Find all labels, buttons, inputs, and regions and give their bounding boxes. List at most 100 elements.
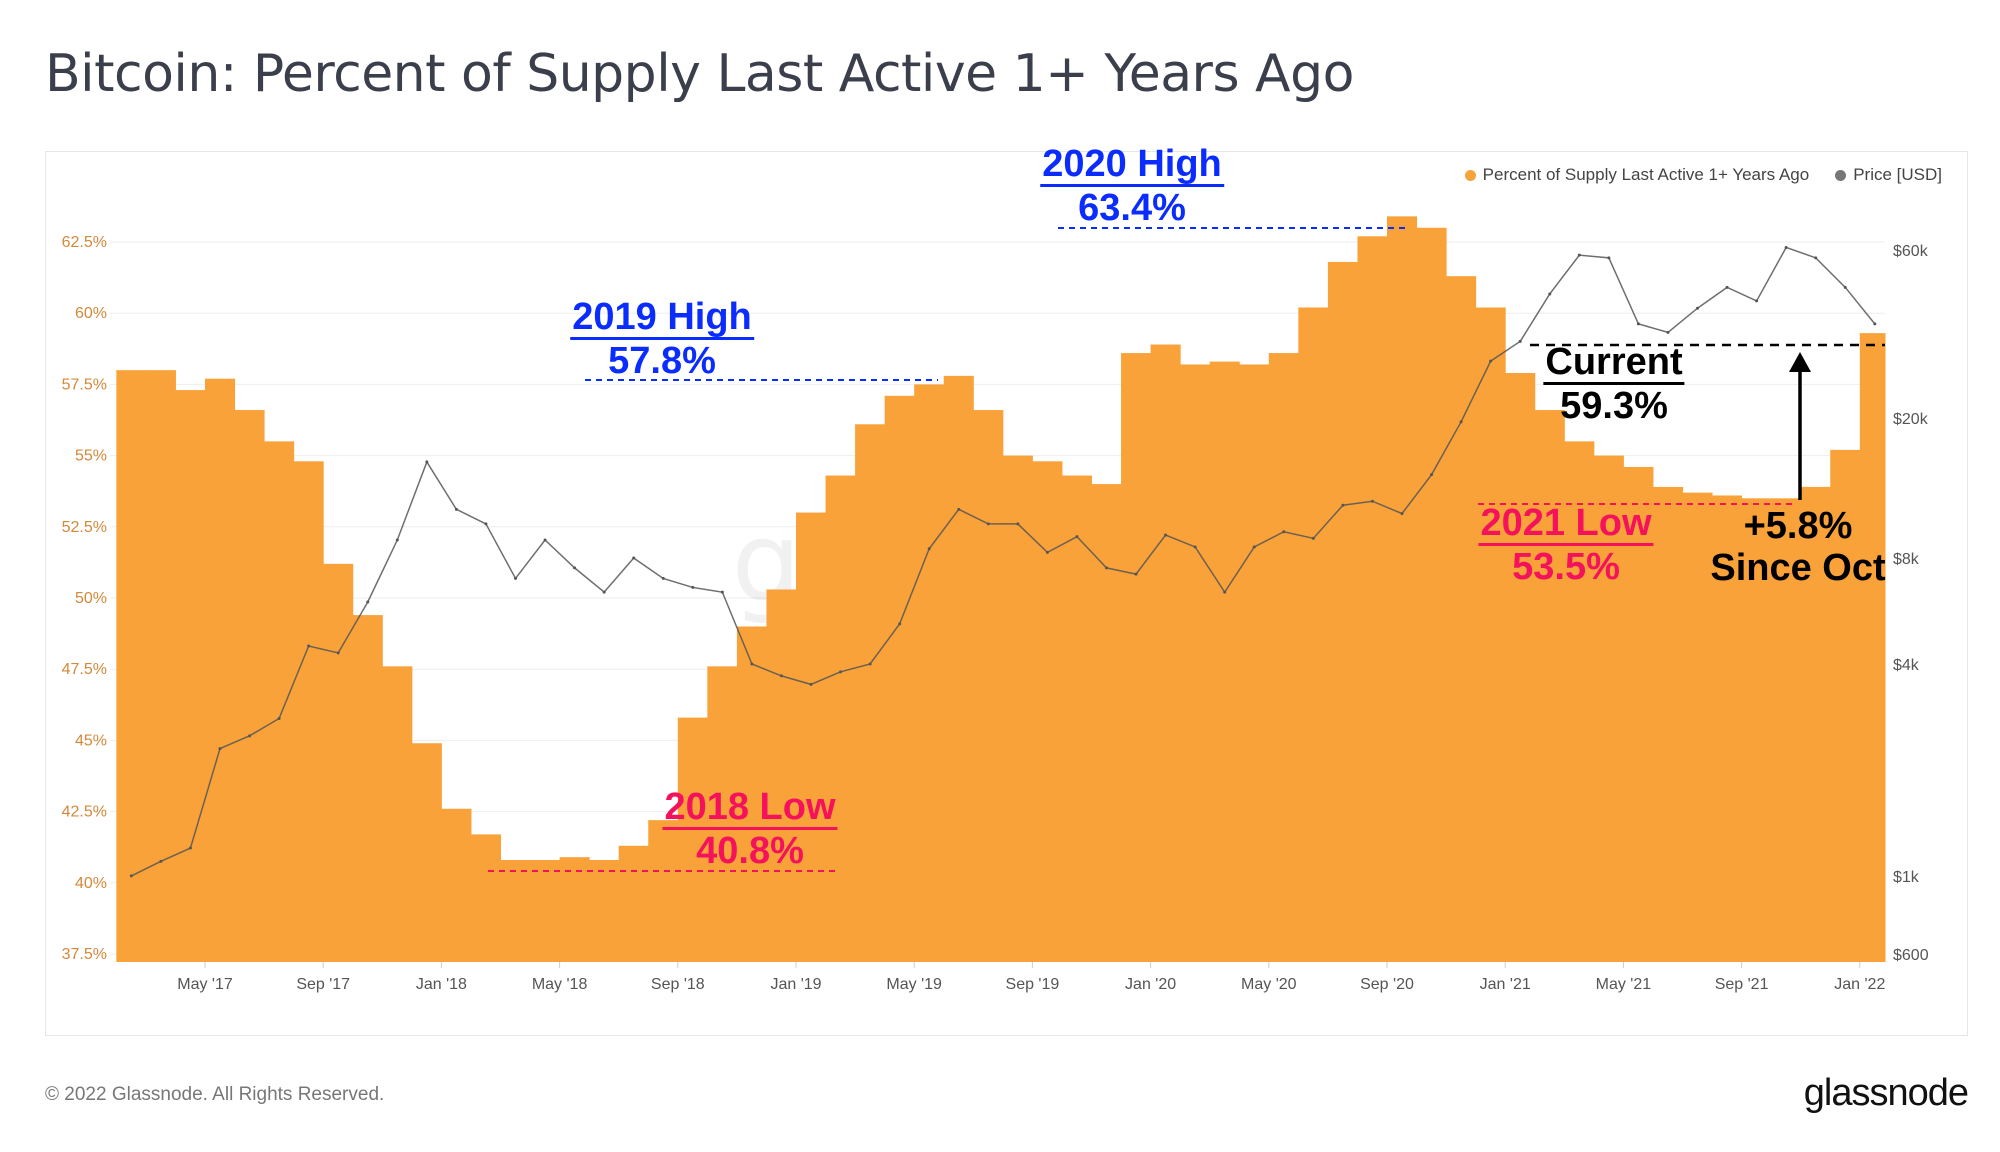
glassnode-logo[interactable]: glassnode [1803, 1072, 1969, 1114]
percent-bar [1741, 498, 1772, 962]
x-axis-tick: Jan '19 [770, 976, 821, 993]
percent-bar [1387, 216, 1418, 963]
percent-bar [175, 390, 206, 962]
price-point [159, 859, 163, 863]
annotation-title: 2021 Low [1478, 502, 1654, 546]
price-point [632, 556, 636, 560]
price-point [691, 585, 695, 589]
percent-bar [530, 860, 561, 962]
price-point [809, 682, 813, 686]
price-point [750, 662, 754, 666]
percent-bar [1505, 373, 1536, 962]
page-title: Bitcoin: Percent of Supply Last Active 1… [45, 44, 1354, 104]
price-point [1666, 330, 1670, 334]
price-point [1636, 322, 1640, 326]
x-axis-tick: Sep '18 [651, 976, 705, 993]
annotation-value: 63.4% [1078, 187, 1186, 229]
percent-bar [884, 395, 915, 962]
price-point [1193, 545, 1197, 549]
percent-bar [1623, 466, 1654, 962]
price-point [868, 662, 872, 666]
price-point [1223, 590, 1227, 594]
left-axis-tick: 37.5% [62, 946, 107, 963]
price-point [927, 547, 931, 551]
price-point [957, 507, 961, 511]
x-axis-tick: May '17 [177, 976, 233, 993]
price-point [602, 590, 606, 594]
price-line [131, 246, 1876, 877]
x-axis-tick: May '20 [1241, 976, 1297, 993]
price-point [307, 644, 311, 648]
percent-bar [352, 615, 383, 962]
price-point [1489, 359, 1493, 363]
price-point [336, 651, 340, 655]
percent-bar [1002, 455, 1033, 962]
percent-bar [707, 666, 738, 962]
arrow-up-icon [1789, 352, 1811, 372]
percent-bar [1032, 461, 1063, 962]
percent-bar [1652, 486, 1683, 962]
x-axis-tick: Jan '22 [1834, 976, 1885, 993]
percent-bar [323, 563, 354, 962]
left-axis-tick: 45% [75, 732, 107, 749]
percent-bar [1150, 344, 1181, 962]
left-axis-tick: 50% [75, 590, 107, 607]
price-point [1696, 306, 1699, 310]
percent-bar [1180, 364, 1211, 962]
price-point [1518, 339, 1522, 343]
left-axis-tick: 52.5% [62, 519, 107, 536]
percent-bar [1564, 441, 1595, 962]
percent-bar [589, 860, 620, 962]
percent-bar [943, 375, 974, 963]
percent-bar [1534, 410, 1565, 963]
percent-bar [470, 834, 501, 962]
left-axis-tick: 40% [75, 875, 107, 892]
price-point [395, 538, 399, 542]
x-axis-tick: May '18 [532, 976, 588, 993]
price-point [1045, 550, 1049, 554]
price-point [1843, 285, 1847, 289]
gray-dot-icon [1835, 169, 1847, 181]
right-axis-tick: $600 [1893, 947, 1929, 964]
legend-item-price[interactable]: Price [USD] [1835, 165, 1942, 185]
percent-bar [116, 370, 147, 962]
left-axis-tick: 62.5% [62, 234, 107, 251]
price-point [661, 576, 665, 580]
percent-bar [1446, 276, 1477, 962]
right-axis-tick: $20k [1893, 411, 1929, 428]
x-axis-tick: Jan '20 [1125, 976, 1176, 993]
annotation-current: Current 59.3% [1543, 341, 1685, 427]
annotation-2019-high: 2019 High 57.8% [570, 296, 754, 382]
percent-bar [1121, 353, 1152, 962]
percent-bar [441, 808, 472, 962]
price-point [218, 747, 222, 751]
percent-bar [1239, 364, 1270, 962]
percent-bar [648, 820, 679, 962]
legend: Percent of Supply Last Active 1+ Years A… [1464, 165, 1942, 185]
percent-bar [559, 857, 590, 962]
price-point [1430, 473, 1434, 477]
x-axis-tick: May '21 [1596, 976, 1652, 993]
annotation-value: 59.3% [1560, 385, 1668, 427]
percent-bar [825, 475, 856, 962]
x-axis-tick: Jan '21 [1480, 976, 1531, 993]
price-point [1400, 512, 1404, 516]
left-axis-tick: 55% [75, 448, 107, 465]
x-axis-tick: Jan '18 [416, 976, 467, 993]
percent-bar [382, 666, 413, 962]
price-point [720, 590, 724, 594]
percent-bar [1830, 449, 1861, 962]
percent-bar [1061, 475, 1092, 962]
copyright: © 2022 Glassnode. All Rights Reserved. [45, 1084, 385, 1105]
chart-frame [45, 151, 1968, 1036]
price-point [1725, 285, 1729, 289]
x-axis-tick: Sep '17 [296, 976, 350, 993]
percent-bar [1416, 227, 1447, 962]
right-axis-tick: $60k [1893, 243, 1929, 260]
legend-item-percent[interactable]: Percent of Supply Last Active 1+ Years A… [1464, 165, 1809, 185]
price-point [1577, 253, 1581, 257]
annotation-title: 2018 Low [662, 786, 838, 830]
right-axis-tick: $8k [1893, 551, 1920, 568]
annotation-value: 57.8% [608, 340, 716, 382]
